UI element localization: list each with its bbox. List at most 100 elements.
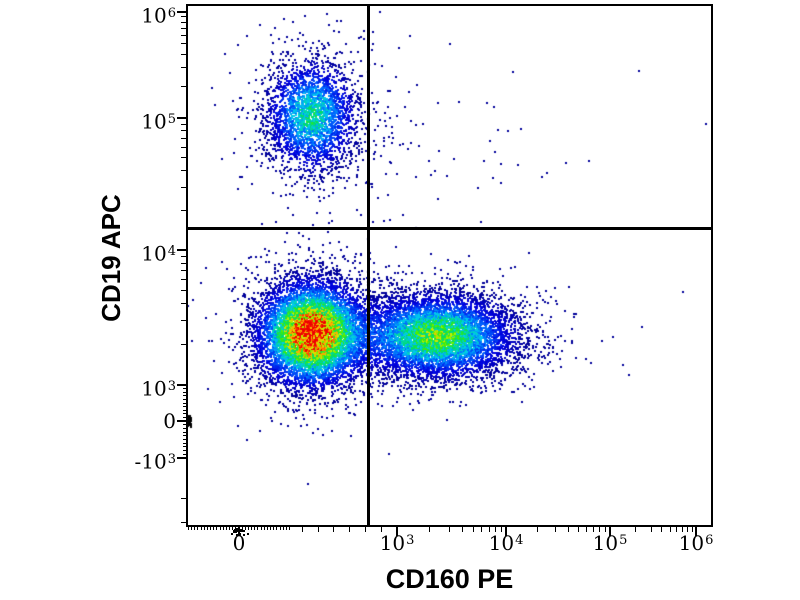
y-tick: [181, 521, 186, 523]
y-tick: [183, 402, 186, 404]
x-tick-label: 105: [592, 531, 628, 555]
y-tick: [181, 21, 186, 23]
y-tick-label: 104: [141, 241, 176, 266]
x-tick: [661, 527, 663, 532]
off-scale-bottom-dot: [239, 534, 241, 536]
x-tick: [472, 527, 474, 532]
x-tick: [604, 527, 606, 532]
x-tick: [536, 527, 538, 532]
y-tick: [177, 117, 186, 119]
y-tick: [181, 279, 186, 281]
x-tick: [568, 527, 570, 532]
x-tick: [289, 527, 291, 530]
off-scale-bottom-dot: [236, 530, 238, 532]
off-scale-bottom-dot: [238, 529, 240, 531]
y-tick: [181, 123, 186, 125]
x-tick: [266, 527, 268, 530]
x-tick: [225, 527, 227, 530]
y-tick: [181, 290, 186, 292]
x-tick: [254, 527, 256, 530]
x-tick: [206, 527, 208, 530]
x-tick: [448, 527, 450, 532]
x-tick-label: 104: [488, 531, 524, 555]
x-tick: [364, 527, 366, 532]
off-scale-bottom-dot: [247, 533, 249, 535]
y-tick: [181, 53, 186, 55]
y-tick: [181, 43, 186, 45]
x-axis-label: CD160 PE: [385, 564, 514, 594]
y-tick: [177, 11, 186, 13]
y-tick: [181, 343, 186, 345]
x-tick: [194, 527, 196, 530]
y-tick: [183, 450, 186, 452]
y-tick: [183, 398, 186, 400]
x-tick: [691, 527, 693, 532]
y-tick: [183, 424, 186, 426]
x-tick: [555, 527, 557, 532]
off-scale-bottom-dot: [235, 528, 237, 530]
x-tick: [349, 527, 351, 532]
x-tick: [429, 527, 431, 532]
y-tick: [181, 303, 186, 305]
x-tick: [197, 527, 199, 530]
quadrant-gate-vertical-line: [367, 4, 370, 527]
x-tick: [669, 527, 671, 532]
x-tick: [500, 527, 502, 532]
x-tick: [282, 527, 284, 530]
x-tick: [687, 527, 689, 532]
y-tick: [181, 130, 186, 132]
x-tick: [260, 527, 262, 530]
x-tick: [251, 527, 253, 530]
y-tick: [181, 320, 186, 322]
x-tick-label: 106: [678, 531, 714, 555]
x-tick: [273, 527, 275, 530]
x-tick: [333, 527, 335, 532]
x-tick: [222, 527, 224, 530]
y-tick: [181, 85, 186, 87]
y-tick-label: -103: [134, 449, 177, 474]
y-tick: [181, 186, 186, 188]
x-tick: [263, 527, 265, 530]
x-tick: [396, 527, 398, 536]
x-tick: [578, 527, 580, 532]
y-tick: [181, 66, 186, 68]
x-tick: [380, 527, 382, 532]
x-tick: [216, 527, 218, 530]
x-tick-label: 103: [379, 531, 415, 555]
y-tick: [181, 209, 186, 211]
x-tick: [219, 527, 221, 530]
off-scale-bottom-dot: [239, 529, 241, 531]
off-scale-bottom-dot: [243, 534, 245, 536]
y-tick: [183, 416, 186, 418]
x-tick: [241, 527, 243, 530]
x-tick: [586, 527, 588, 532]
y-tick-label: 0: [163, 409, 176, 433]
y-tick: [177, 384, 186, 386]
y-tick: [181, 35, 186, 37]
y-tick: [183, 453, 186, 455]
off-scale-bottom-dot: [233, 531, 235, 533]
y-tick: [181, 16, 186, 18]
x-tick: [301, 527, 303, 532]
x-tick: [285, 527, 287, 530]
y-tick: [181, 27, 186, 29]
y-tick: [183, 446, 186, 448]
x-tick: [247, 527, 249, 530]
x-tick: [200, 527, 202, 530]
quadrant-gate-horizontal-line: [186, 227, 713, 230]
y-tick: [183, 388, 186, 390]
x-tick: [257, 527, 259, 530]
x-tick: [650, 527, 652, 532]
off-scale-bottom-dot: [243, 530, 245, 532]
y-tick: [181, 255, 186, 257]
x-tick: [317, 527, 319, 532]
y-tick: [181, 146, 186, 148]
y-tick: [181, 157, 186, 159]
y-tick: [183, 395, 186, 397]
y-tick: [183, 439, 186, 440]
x-tick: [191, 527, 193, 530]
x-tick: [695, 527, 697, 536]
off-scale-bottom-dot: [236, 534, 238, 536]
y-tick: [183, 442, 186, 444]
